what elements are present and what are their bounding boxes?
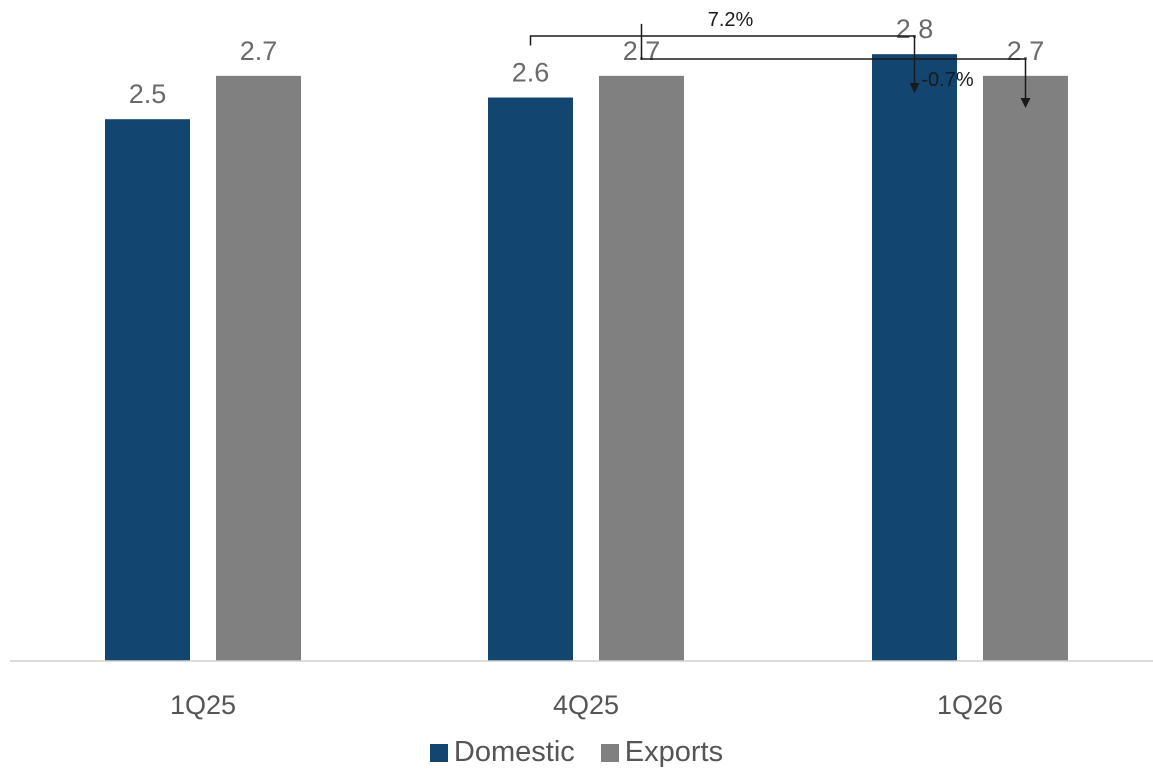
bar-exports-1q25 bbox=[216, 75, 301, 661]
bar-exports-1q26 bbox=[983, 75, 1068, 661]
bar-exports-4q25 bbox=[599, 75, 684, 661]
legend: Domestic Exports bbox=[0, 736, 1153, 769]
annotation-connector-1 bbox=[529, 35, 920, 93]
bar-domestic-4q25 bbox=[488, 97, 573, 661]
legend-swatch-exports bbox=[600, 743, 619, 762]
annotation-connector-2 bbox=[640, 23, 1031, 108]
category-label-4q25: 4Q25 bbox=[553, 690, 619, 720]
value-label-domestic-1q25: 2.5 bbox=[129, 79, 167, 109]
bar-domestic-1q26 bbox=[872, 54, 957, 662]
legend-item-domestic: Domestic bbox=[429, 736, 575, 769]
legend-label-exports: Exports bbox=[624, 736, 724, 768]
legend-swatch-domestic bbox=[429, 743, 448, 762]
bar-domestic-1q25 bbox=[105, 119, 190, 662]
value-label-exports-1q25: 2.7 bbox=[240, 36, 278, 66]
value-label-domestic-4q25: 2.6 bbox=[512, 58, 550, 88]
annotations-layer: 7.2% -0.7% bbox=[529, 9, 1031, 108]
category-label-1q26: 1Q26 bbox=[937, 690, 1003, 720]
legend-label-domestic: Domestic bbox=[453, 736, 575, 768]
bars-layer bbox=[105, 54, 1068, 662]
annotation-label-1: 7.2% bbox=[708, 9, 754, 31]
category-label-1q25: 1Q25 bbox=[170, 690, 236, 720]
annotation-label-2: -0.7% bbox=[921, 69, 973, 91]
legend-item-exports: Exports bbox=[600, 736, 724, 769]
